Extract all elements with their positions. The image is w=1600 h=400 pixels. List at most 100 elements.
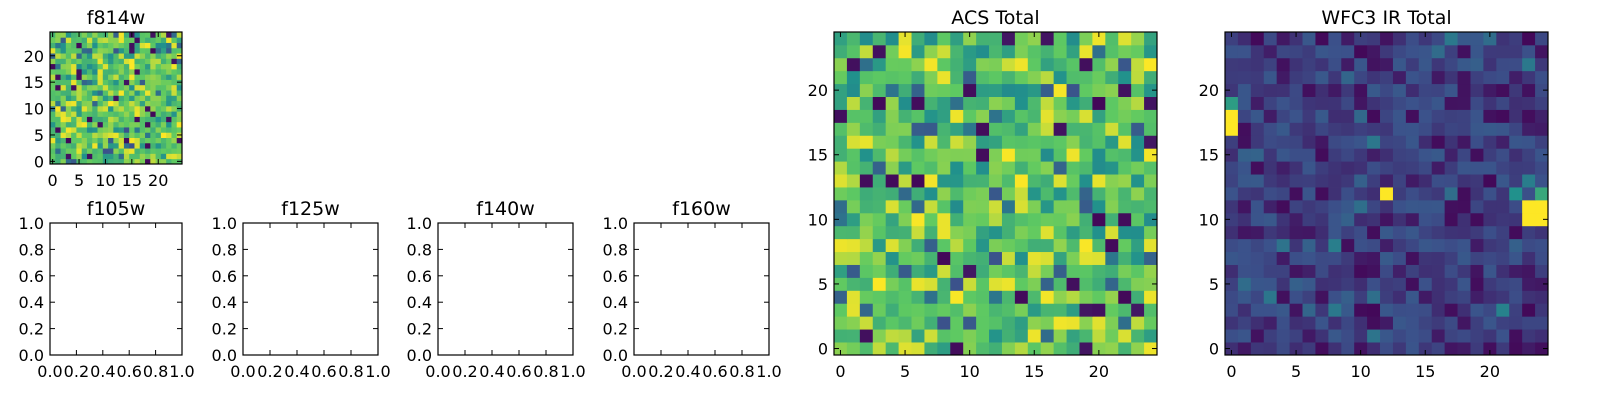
heatmap-cell bbox=[150, 100, 156, 107]
heatmap-cell bbox=[911, 225, 925, 240]
heatmap-cell bbox=[139, 111, 146, 117]
heatmap-cell bbox=[846, 303, 861, 317]
heatmap-cell bbox=[872, 135, 887, 149]
heatmap-cell bbox=[924, 83, 938, 97]
heatmap-cell bbox=[1328, 329, 1342, 343]
heatmap-cell bbox=[1328, 161, 1342, 175]
heatmap-cell bbox=[176, 58, 183, 65]
heatmap-cell bbox=[1315, 329, 1329, 343]
heatmap-cell bbox=[171, 105, 178, 112]
heatmap-cell bbox=[1092, 303, 1106, 317]
heatmap-cell bbox=[92, 90, 98, 96]
x-tick-label: 15 bbox=[1415, 362, 1435, 381]
heatmap-cell bbox=[976, 83, 990, 97]
heatmap-cell bbox=[86, 95, 93, 102]
heatmap-cell bbox=[1418, 44, 1433, 59]
heatmap-cell bbox=[1535, 303, 1549, 317]
heatmap-cell bbox=[846, 161, 861, 175]
heatmap-cell bbox=[1237, 96, 1252, 110]
heatmap-cell bbox=[846, 109, 861, 123]
heatmap-cell bbox=[1496, 303, 1510, 317]
heatmap-cell bbox=[81, 127, 88, 133]
heatmap-cell bbox=[81, 53, 88, 59]
heatmap-cell bbox=[989, 342, 1003, 356]
panel-3: 0.0 0.2 0.4 0.6 0.8 1.00.00.20.40.60.81.0f125… bbox=[212, 198, 391, 381]
heatmap-cell bbox=[859, 316, 874, 330]
heatmap-cell bbox=[963, 32, 977, 46]
heatmap-cell bbox=[129, 95, 135, 102]
heatmap-cell bbox=[1457, 199, 1471, 214]
y-tick-label: 0 bbox=[818, 340, 828, 359]
heatmap-cell bbox=[859, 187, 874, 201]
heatmap-cell bbox=[976, 70, 990, 85]
heatmap-cell bbox=[950, 290, 964, 304]
heatmap-cell bbox=[176, 32, 183, 38]
heatmap-cell bbox=[1470, 135, 1484, 149]
heatmap-cell bbox=[1040, 329, 1055, 343]
heatmap-cell bbox=[81, 95, 88, 102]
heatmap-cell bbox=[145, 47, 151, 54]
heatmap-cell bbox=[139, 63, 146, 70]
heatmap-cell bbox=[1118, 135, 1132, 149]
heatmap-cell bbox=[1302, 122, 1316, 136]
heatmap-cell bbox=[160, 132, 167, 138]
heatmap-cell bbox=[1392, 251, 1407, 265]
x-tick-label: 0.4 bbox=[479, 362, 504, 381]
y-tick-label: 20 bbox=[1199, 81, 1219, 100]
heatmap-cell bbox=[65, 90, 72, 96]
heatmap-cell bbox=[989, 212, 1003, 227]
heatmap-cell bbox=[1470, 44, 1484, 59]
heatmap-cell bbox=[1483, 225, 1497, 240]
heatmap-cell bbox=[102, 53, 109, 59]
heatmap-cell bbox=[1496, 342, 1510, 356]
heatmap-cell bbox=[1225, 303, 1239, 317]
heatmap-cell bbox=[97, 58, 104, 65]
heatmap-cell bbox=[129, 53, 135, 59]
heatmap-cell bbox=[1289, 251, 1303, 265]
heatmap-cell bbox=[1040, 290, 1055, 304]
x-tick-label: 10 bbox=[959, 362, 979, 381]
heatmap-cell bbox=[123, 37, 130, 43]
heatmap-cell bbox=[1053, 290, 1067, 304]
heatmap-cell bbox=[1354, 135, 1368, 149]
heatmap-cell bbox=[1496, 96, 1510, 110]
heatmap-cell bbox=[86, 142, 93, 149]
heatmap-cell bbox=[846, 264, 861, 278]
heatmap-cell bbox=[1118, 44, 1132, 59]
heatmap-cell bbox=[1315, 225, 1329, 240]
heatmap-cell bbox=[176, 121, 183, 128]
heatmap-cell bbox=[1276, 316, 1290, 330]
heatmap-cell bbox=[1457, 187, 1471, 201]
heatmap-cell bbox=[113, 68, 120, 75]
heatmap-cell bbox=[1040, 135, 1055, 149]
heatmap-cell bbox=[834, 44, 848, 59]
heatmap-cell bbox=[1522, 316, 1536, 330]
heatmap-cell bbox=[989, 225, 1003, 240]
heatmap-cell bbox=[1066, 264, 1080, 278]
heatmap-cell bbox=[1496, 44, 1510, 59]
heatmap-cell bbox=[155, 105, 162, 112]
heatmap-cell bbox=[60, 137, 67, 144]
heatmap-cell bbox=[118, 148, 125, 154]
heatmap-cell bbox=[859, 277, 874, 291]
heatmap-cell bbox=[1522, 187, 1536, 201]
heatmap-cell bbox=[1302, 96, 1316, 110]
heatmap-cell bbox=[834, 109, 848, 123]
heatmap-cell bbox=[102, 37, 109, 43]
heatmap-cell bbox=[113, 32, 120, 38]
heatmap-cell bbox=[937, 57, 951, 72]
heatmap-cell bbox=[123, 90, 130, 96]
heatmap-cell bbox=[1457, 161, 1471, 175]
heatmap-cell bbox=[1380, 238, 1394, 253]
heatmap-cell bbox=[108, 47, 114, 54]
heatmap-cell bbox=[976, 57, 990, 72]
heatmap-cell bbox=[963, 122, 977, 136]
heatmap-cell bbox=[1496, 277, 1510, 291]
heatmap-cell bbox=[176, 142, 183, 149]
heatmap-cell bbox=[1496, 109, 1510, 123]
heatmap-cell bbox=[1444, 174, 1458, 188]
heatmap-cell bbox=[1040, 225, 1055, 240]
heatmap-cell bbox=[1027, 290, 1042, 304]
heatmap-cell bbox=[150, 32, 156, 38]
heatmap-cell bbox=[1509, 303, 1523, 317]
